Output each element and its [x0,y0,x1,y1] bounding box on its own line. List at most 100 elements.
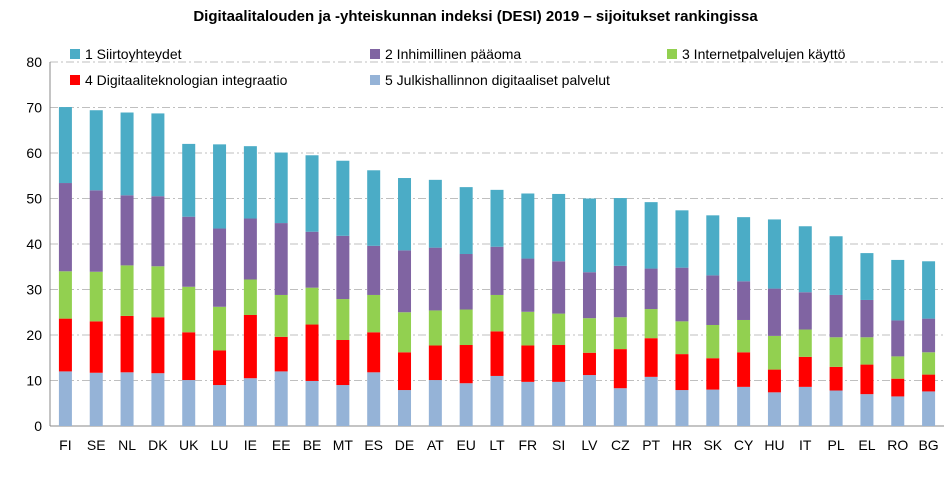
bar-ie-segment [243,218,257,280]
x-tick-label: EL [858,437,875,453]
bar-eu-segment [459,187,473,255]
x-tick-label: LU [211,437,229,453]
bar-pl-segment [829,236,843,295]
bar-lu-segment [213,350,227,386]
bar-it-segment [798,329,812,357]
bar-se-segment [89,271,103,322]
bar-ee-segment [274,223,288,295]
x-tick-label: NL [118,437,136,453]
bar-dk-segment [151,373,165,426]
bar-sk-segment [706,324,720,359]
bar-ro-segment [891,356,905,379]
bar-dk-segment [151,113,165,197]
bar-bg-segment [922,391,936,426]
bar-sk-segment [706,275,720,325]
bar-se-segment [89,190,103,272]
bar-el-segment [860,337,874,365]
bar-fi-segment [58,371,72,426]
bar-fr-segment [521,311,535,346]
bar-hu-segment [767,335,781,370]
bar-ie-segment [243,378,257,426]
bar-es-segment [367,170,381,246]
y-tick-label: 50 [26,191,42,207]
bar-dk-segment [151,317,165,374]
bar-de-segment [398,352,412,391]
bar-ro-segment [891,378,905,397]
bar-bg-segment [922,352,936,375]
x-tick-label: FR [518,437,537,453]
bar-lu-segment [213,228,227,307]
bar-de-segment [398,390,412,426]
bar-lt-segment [490,246,504,295]
bar-lv-segment [582,375,596,426]
bar-it-segment [798,226,812,293]
bar-cz-segment [613,388,627,426]
bar-pt-segment [644,338,658,377]
bar-sk-segment [706,358,720,390]
bar-ro-segment [891,396,905,426]
bar-eu-segment [459,383,473,426]
legend-label: 5 Julkishallinnon digitaaliset palvelut [385,72,610,88]
bar-eu-segment [459,254,473,310]
bar-si-segment [552,193,566,262]
legend-swatch [370,75,380,85]
legend-label: 2 Inhimillinen pääoma [385,46,521,62]
bar-fi-segment [58,107,72,184]
y-tick-label: 60 [26,145,42,161]
bar-fr-segment [521,258,535,312]
bar-se-segment [89,321,103,373]
x-tick-label: LT [489,437,505,453]
bar-lt-segment [490,375,504,426]
x-tick-label: DK [148,437,168,453]
bar-ie-segment [243,146,257,219]
bar-cy-segment [737,352,751,387]
bar-nl-segment [120,372,134,426]
bar-it-segment [798,292,812,330]
legend-swatch [70,75,80,85]
x-tick-label: CZ [611,437,630,453]
legend-label: 3 Internetpalvelujen käyttö [682,46,846,62]
bar-cy-segment [737,281,751,320]
bar-at-segment [428,310,442,346]
bar-nl-segment [120,265,134,316]
bar-pt-segment [644,309,658,339]
bar-de-segment [398,178,412,251]
bar-ee-segment [274,371,288,426]
x-tick-label: SE [87,437,106,453]
bar-eu-segment [459,309,473,346]
bar-be-segment [305,155,319,232]
bar-hu-segment [767,219,781,289]
bar-hu-segment [767,369,781,393]
bar-lv-segment [582,198,596,273]
x-tick-label: BE [303,437,322,453]
bar-cy-segment [737,319,751,353]
bar-hr-segment [675,267,689,322]
bar-lu-segment [213,306,227,351]
bar-ee-segment [274,336,288,372]
bar-bg-segment [922,374,936,392]
bar-hu-segment [767,392,781,426]
x-tick-label: SI [552,437,565,453]
bar-mt-segment [336,299,350,341]
bar-fr-segment [521,381,535,426]
x-tick-label: DE [395,437,414,453]
bar-eu-segment [459,345,473,384]
y-tick-label: 70 [26,100,42,116]
x-tick-label: PT [642,437,660,453]
y-tick-label: 30 [26,282,42,298]
legend-label: 4 Digitaaliteknologian integraatio [85,72,288,88]
bar-es-segment [367,332,381,373]
legend-swatch [667,49,677,59]
bar-de-segment [398,250,412,313]
bar-be-segment [305,231,319,288]
bar-hr-segment [675,210,689,268]
bar-ro-segment [891,259,905,321]
legend-swatch [70,49,80,59]
x-tick-label: RO [887,437,908,453]
bar-lt-segment [490,189,504,247]
legend-label: 1 Siirtoyhteydet [85,46,182,62]
bar-lu-segment [213,144,227,229]
bar-si-segment [552,381,566,426]
bar-hr-segment [675,354,689,391]
bar-uk-segment [182,380,196,426]
